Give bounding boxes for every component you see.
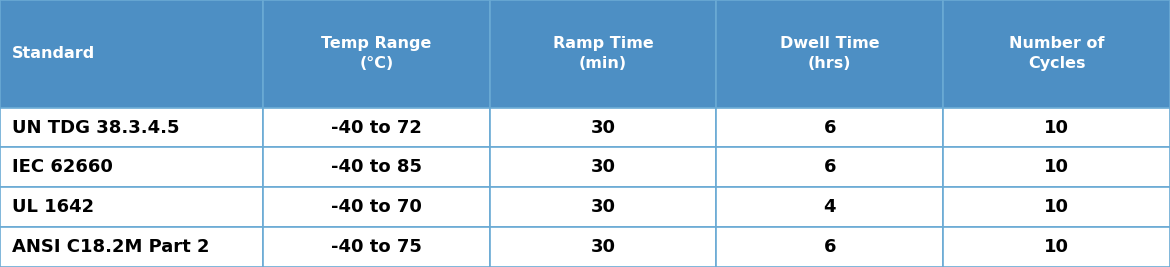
Text: -40 to 85: -40 to 85 <box>331 158 422 176</box>
Bar <box>943 227 1170 267</box>
Text: UN TDG 38.3.4.5: UN TDG 38.3.4.5 <box>12 119 179 137</box>
Text: Ramp Time
(min): Ramp Time (min) <box>552 36 654 71</box>
Text: -40 to 72: -40 to 72 <box>331 119 422 137</box>
Bar <box>716 187 943 227</box>
Bar <box>0 108 263 147</box>
Bar <box>943 147 1170 187</box>
Bar <box>490 147 716 187</box>
Bar <box>490 227 716 267</box>
Text: Number of
Cycles: Number of Cycles <box>1009 36 1104 71</box>
Bar <box>263 187 490 227</box>
Bar <box>490 187 716 227</box>
Text: 10: 10 <box>1044 119 1069 137</box>
Text: 30: 30 <box>591 119 615 137</box>
Text: Standard: Standard <box>12 46 95 61</box>
Bar <box>490 0 716 108</box>
Bar <box>0 227 263 267</box>
Text: 6: 6 <box>824 158 837 176</box>
Bar <box>0 0 263 108</box>
Bar <box>943 108 1170 147</box>
Text: 30: 30 <box>591 158 615 176</box>
Bar <box>716 147 943 187</box>
Text: -40 to 70: -40 to 70 <box>331 198 422 216</box>
Bar <box>943 0 1170 108</box>
Bar <box>263 227 490 267</box>
Bar <box>263 0 490 108</box>
Text: IEC 62660: IEC 62660 <box>12 158 112 176</box>
Bar <box>716 0 943 108</box>
Text: 10: 10 <box>1044 238 1069 256</box>
Text: Dwell Time
(hrs): Dwell Time (hrs) <box>780 36 880 71</box>
Text: 6: 6 <box>824 238 837 256</box>
Text: UL 1642: UL 1642 <box>12 198 94 216</box>
Bar <box>0 147 263 187</box>
Bar <box>0 187 263 227</box>
Text: 10: 10 <box>1044 158 1069 176</box>
Text: 30: 30 <box>591 238 615 256</box>
Bar <box>490 108 716 147</box>
Text: 4: 4 <box>824 198 837 216</box>
Text: -40 to 75: -40 to 75 <box>331 238 422 256</box>
Bar <box>943 187 1170 227</box>
Text: ANSI C18.2M Part 2: ANSI C18.2M Part 2 <box>12 238 209 256</box>
Bar <box>716 227 943 267</box>
Text: 30: 30 <box>591 198 615 216</box>
Bar <box>716 108 943 147</box>
Text: Temp Range
(°C): Temp Range (°C) <box>322 36 432 71</box>
Text: 6: 6 <box>824 119 837 137</box>
Bar <box>263 108 490 147</box>
Bar <box>263 147 490 187</box>
Text: 10: 10 <box>1044 198 1069 216</box>
